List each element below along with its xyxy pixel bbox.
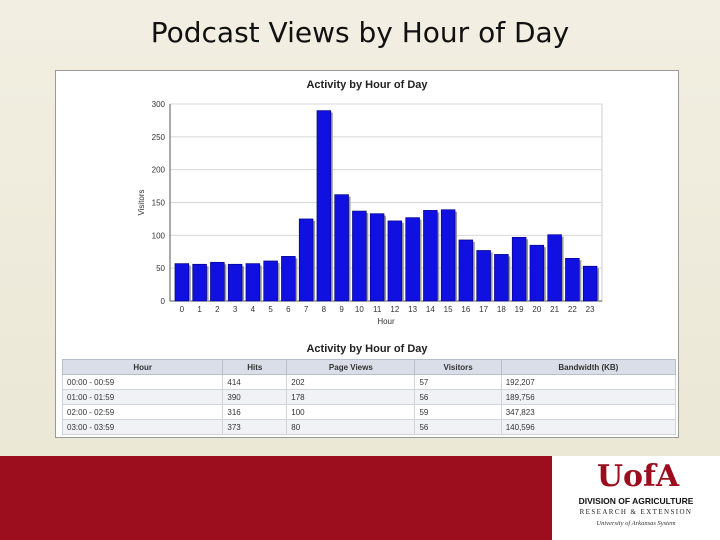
x-tick-label: 9 xyxy=(339,305,344,314)
bar xyxy=(547,234,562,302)
table-title: Activity by Hour of Day xyxy=(306,343,428,355)
x-tick-label: 5 xyxy=(268,305,273,314)
x-tick-label: 2 xyxy=(215,305,220,314)
y-tick-label: 300 xyxy=(152,100,166,109)
bar xyxy=(210,261,225,302)
bar xyxy=(298,218,314,302)
chart-title: Activity by Hour of Day xyxy=(306,79,428,91)
bar xyxy=(245,263,261,302)
bar xyxy=(281,256,296,302)
table-row: 01:00 - 01:59 390 178 56 189,756 xyxy=(61,389,677,405)
cell-page-views: 178 xyxy=(286,389,416,405)
x-tick-label: 19 xyxy=(515,305,524,314)
logo-division: DIVISION OF AGRICULTURE xyxy=(578,496,694,506)
cell-hour: 01:00 - 01:59 xyxy=(61,389,224,405)
col-bandwidth: Bandwidth (KB) xyxy=(500,359,677,375)
bar xyxy=(316,110,332,302)
table-row: 03:00 - 03:59 373 80 56 140,596 xyxy=(61,419,677,435)
x-tick-label: 22 xyxy=(568,305,577,314)
bar xyxy=(476,250,491,302)
x-tick-label: 4 xyxy=(251,305,256,314)
bar xyxy=(227,263,243,302)
x-tick-label: 14 xyxy=(426,305,435,314)
bar xyxy=(423,210,438,302)
y-tick-label: 100 xyxy=(152,231,166,240)
x-tick-label: 7 xyxy=(304,305,309,314)
x-tick-label: 18 xyxy=(497,305,506,314)
y-tick-label: 50 xyxy=(156,264,165,273)
table-row: 02:00 - 02:59 316 100 59 347,823 xyxy=(61,404,677,420)
logo-system: University of Arkansas System xyxy=(596,520,676,527)
slide-title: Podcast Views by Hour of Day xyxy=(150,16,570,49)
col-visitors: Visitors xyxy=(414,359,502,375)
bar xyxy=(582,265,598,302)
x-tick-label: 21 xyxy=(550,305,559,314)
x-tick-label: 11 xyxy=(373,305,382,314)
cell-page-views: 202 xyxy=(286,374,416,390)
cell-hits: 390 xyxy=(222,389,288,405)
x-tick-label: 20 xyxy=(532,305,541,314)
col-page-views: Page Views xyxy=(286,359,416,375)
bar xyxy=(263,260,278,302)
x-tick-label: 8 xyxy=(322,305,327,314)
cell-visitors: 56 xyxy=(414,419,502,435)
x-axis-title: Hour xyxy=(377,317,395,326)
bar xyxy=(192,263,207,302)
x-tick-label: 3 xyxy=(233,305,238,314)
cell-page-views: 100 xyxy=(286,404,416,420)
x-tick-label: 15 xyxy=(444,305,453,314)
cell-bandwidth: 189,756 xyxy=(500,389,677,405)
cell-bandwidth: 347,823 xyxy=(500,404,677,420)
bar xyxy=(334,194,349,302)
bar xyxy=(405,217,420,302)
y-axis-title: Visitors xyxy=(137,189,146,215)
cell-hour: 03:00 - 03:59 xyxy=(61,419,224,435)
x-tick-label: 13 xyxy=(408,305,417,314)
x-tick-label: 16 xyxy=(461,305,470,314)
y-tick-label: 200 xyxy=(152,166,166,175)
x-tick-label: 10 xyxy=(355,305,364,314)
table-header-row: Hour Hits Page Views Visitors Bandwidth … xyxy=(61,359,677,375)
cell-bandwidth: 192,207 xyxy=(500,374,677,390)
x-tick-label: 0 xyxy=(180,305,185,314)
cell-visitors: 57 xyxy=(414,374,502,390)
university-logo: UofA DIVISION OF AGRICULTURE RESEARCH & … xyxy=(552,456,720,540)
y-tick-label: 250 xyxy=(152,133,166,142)
col-hour: Hour xyxy=(61,359,224,375)
logo-research: RESEARCH & EXTENSION xyxy=(579,508,693,516)
x-tick-label: 17 xyxy=(479,305,488,314)
cell-hour: 02:00 - 02:59 xyxy=(61,404,224,420)
cell-hits: 373 xyxy=(222,419,288,435)
bar xyxy=(565,258,580,302)
logo-mark: UofA xyxy=(596,459,680,494)
bar xyxy=(529,244,545,302)
table-row: 00:00 - 00:59 414 202 57 192,207 xyxy=(61,374,677,390)
cell-visitors: 59 xyxy=(414,404,502,420)
bar xyxy=(174,263,190,302)
x-tick-label: 1 xyxy=(197,305,202,314)
bar xyxy=(352,210,367,302)
bar xyxy=(494,254,509,302)
x-tick-label: 12 xyxy=(390,305,399,314)
bar xyxy=(440,209,456,302)
cell-hits: 414 xyxy=(222,374,288,390)
cell-bandwidth: 140,596 xyxy=(500,419,677,435)
bar xyxy=(369,213,385,302)
cell-visitors: 56 xyxy=(414,389,502,405)
x-tick-label: 23 xyxy=(586,305,595,314)
activity-table: Hour Hits Page Views Visitors Bandwidth … xyxy=(61,359,677,435)
col-hits: Hits xyxy=(222,359,288,375)
cell-hour: 00:00 - 00:59 xyxy=(61,374,224,390)
y-tick-label: 0 xyxy=(161,297,166,306)
cell-page-views: 80 xyxy=(286,419,416,435)
bar xyxy=(511,237,527,302)
bar xyxy=(458,239,474,302)
cell-hits: 316 xyxy=(222,404,288,420)
x-tick-label: 6 xyxy=(286,305,291,314)
report-screenshot: Activity by Hour of Day 0 50 100 150 200 250 3… xyxy=(55,70,679,438)
y-tick-label: 150 xyxy=(152,199,166,208)
bar xyxy=(387,220,403,302)
